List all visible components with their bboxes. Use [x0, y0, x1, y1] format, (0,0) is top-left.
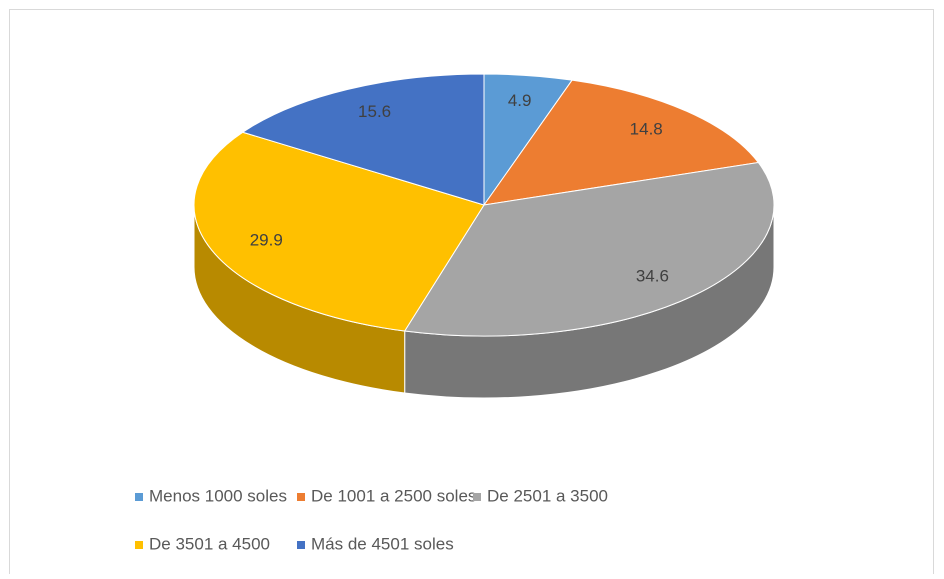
legend-label: De 1001 a 2500 soles [311, 486, 476, 505]
legend-label: Menos 1000 soles [149, 486, 287, 505]
data-label: 14.8 [630, 120, 663, 139]
legend-swatch [135, 493, 143, 501]
data-label: 34.6 [636, 267, 669, 286]
slice [403, 161, 775, 337]
slice [193, 131, 485, 332]
data-label: 4.9 [508, 91, 532, 110]
legend-label: De 2501 a 3500 [487, 486, 608, 505]
slice [482, 79, 760, 206]
legend-swatch [297, 541, 305, 549]
legend-label: Más de 4501 soles [311, 534, 454, 553]
data-label: 29.9 [250, 231, 283, 250]
legend-swatch [473, 493, 481, 501]
slice [241, 73, 485, 206]
legend-label: De 3501 a 4500 [149, 534, 270, 553]
legend-swatch [297, 493, 305, 501]
data-label: 15.6 [358, 102, 391, 121]
legend-swatch [135, 541, 143, 549]
